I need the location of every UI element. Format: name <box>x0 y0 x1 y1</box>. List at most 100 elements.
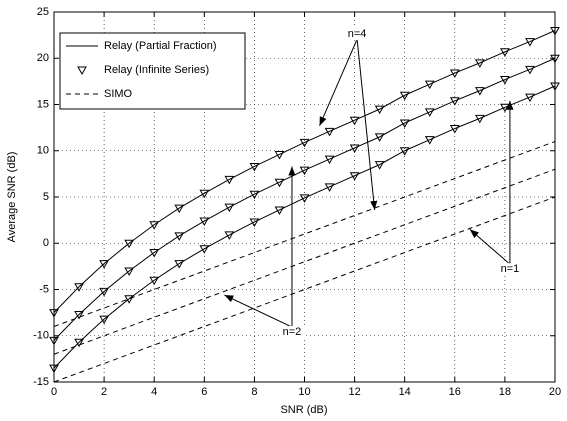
data-marker <box>424 80 435 90</box>
data-line <box>53 57 556 341</box>
data-marker <box>224 203 235 213</box>
x-tick-label: 18 <box>499 386 511 398</box>
data-marker <box>174 232 185 241</box>
data-marker <box>249 162 260 172</box>
data-marker <box>199 217 210 227</box>
data-marker <box>449 69 460 79</box>
data-marker <box>149 276 160 286</box>
y-tick-label: 0 <box>43 237 49 249</box>
data-marker <box>374 133 385 142</box>
x-tick-label: 6 <box>201 386 207 398</box>
legend-label: Relay (Infinite Series) <box>104 64 209 76</box>
data-marker <box>199 189 210 199</box>
data-marker <box>299 194 310 203</box>
data-marker <box>99 315 109 325</box>
data-marker <box>474 114 485 124</box>
x-axis-label: SNR (dB) <box>280 404 327 416</box>
data-marker <box>149 249 160 258</box>
data-marker <box>324 183 335 192</box>
x-tick-label: 8 <box>251 386 257 398</box>
data-marker <box>399 91 410 101</box>
annotation-arrow <box>319 39 358 126</box>
data-marker <box>399 119 410 129</box>
data-marker <box>500 48 510 57</box>
data-marker <box>525 38 535 47</box>
data-marker <box>424 108 435 117</box>
data-marker <box>124 239 135 249</box>
y-tick-label: 5 <box>43 191 49 203</box>
data-marker <box>224 175 235 185</box>
annotation-arrow <box>224 294 293 328</box>
data-marker <box>449 125 460 134</box>
data-marker <box>525 65 535 75</box>
annotation: n=1 <box>501 263 520 275</box>
data-marker <box>474 59 485 68</box>
data-marker <box>249 190 260 200</box>
data-line <box>53 141 556 327</box>
data-marker <box>274 150 285 160</box>
data-marker <box>374 161 385 170</box>
x-tick-label: 4 <box>151 386 157 398</box>
data-marker <box>525 93 535 103</box>
data-marker <box>249 218 260 227</box>
data-marker <box>199 245 210 254</box>
y-tick-label: 25 <box>37 6 49 18</box>
legend-symbol <box>77 66 87 76</box>
data-line <box>53 30 556 313</box>
x-tick-label: 12 <box>348 386 360 398</box>
data-marker <box>124 267 135 277</box>
y-axis-label: Average SNR (dB) <box>6 152 18 243</box>
annotation: n=4 <box>348 28 367 40</box>
data-marker <box>74 283 84 292</box>
data-marker <box>324 127 335 137</box>
data-marker <box>424 136 435 145</box>
data-marker <box>349 172 360 181</box>
data-marker <box>299 166 310 176</box>
data-marker <box>274 178 285 188</box>
y-tick-label: -10 <box>33 330 49 342</box>
annotation-bg <box>344 28 371 41</box>
data-marker <box>174 260 185 269</box>
data-marker <box>550 82 560 92</box>
x-tick-label: 2 <box>101 386 107 398</box>
y-tick-label: 10 <box>37 145 49 157</box>
data-line <box>53 168 556 355</box>
data-marker <box>74 310 84 320</box>
data-marker <box>74 338 84 348</box>
data-marker <box>349 144 360 153</box>
data-marker <box>299 138 310 148</box>
data-line <box>53 196 556 383</box>
y-tick-label: 15 <box>37 98 49 110</box>
data-marker <box>124 295 135 304</box>
data-marker <box>274 206 285 215</box>
y-tick-label: -5 <box>39 283 49 295</box>
data-marker <box>349 116 360 126</box>
data-marker <box>49 309 59 318</box>
x-tick-label: 16 <box>449 386 461 398</box>
data-marker <box>99 287 109 297</box>
data-marker <box>374 105 385 115</box>
data-marker <box>149 221 160 230</box>
data-marker <box>49 364 59 374</box>
data-marker <box>99 260 109 269</box>
annotation-arrow <box>356 39 378 211</box>
x-tick-label: 20 <box>549 386 561 398</box>
annotation-arrow <box>469 228 511 265</box>
data-marker <box>49 336 59 346</box>
x-tick-label: 14 <box>399 386 411 398</box>
data-line <box>53 85 556 369</box>
data-marker <box>324 155 335 165</box>
data-marker <box>550 54 560 64</box>
y-tick-label: -15 <box>33 376 49 388</box>
data-marker <box>399 147 410 156</box>
data-marker <box>174 204 185 214</box>
legend: Relay (Partial Fraction) Relay (Infinite … <box>59 32 246 110</box>
data-marker <box>500 76 510 85</box>
x-tick-label: 10 <box>298 386 310 398</box>
data-marker <box>550 27 560 36</box>
annotation-bg <box>496 263 523 276</box>
data-marker <box>474 87 485 96</box>
legend-label: Relay (Partial Fraction) <box>104 40 216 52</box>
legend-label: SIMO <box>104 88 133 100</box>
